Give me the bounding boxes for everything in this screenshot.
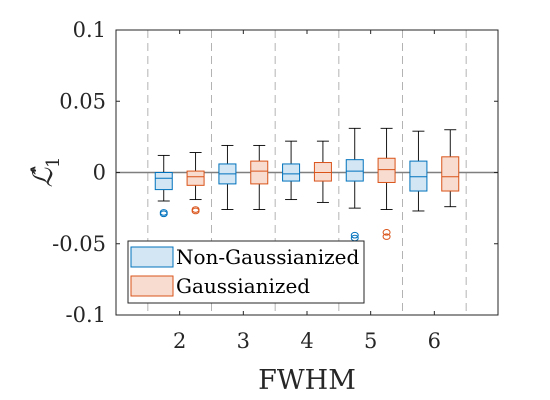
- y-tick-label: 0.1: [73, 18, 106, 42]
- iqr-box: [441, 156, 460, 192]
- svg-text:ℒ̂1: ℒ̂1: [28, 157, 64, 188]
- y-tick-label: 0.05: [59, 89, 106, 113]
- box-non-gaussianized-fwhm-2: [154, 154, 173, 218]
- legend-swatch-non-gaussianized: [130, 246, 174, 268]
- iqr-box: [409, 160, 428, 192]
- y-tick-label: -0.1: [66, 303, 107, 327]
- x-axis-title: FWHM: [258, 365, 356, 396]
- outlier-point: [382, 233, 391, 240]
- x-tick-label: 5: [364, 329, 377, 353]
- x-tick-label: 2: [173, 329, 186, 353]
- outlier-point: [382, 229, 391, 236]
- box-series-group: [154, 127, 460, 242]
- legend: Non-Gaussianized Gaussianized: [127, 240, 365, 304]
- iqr-box: [154, 172, 173, 191]
- x-tick-label: 4: [300, 329, 313, 353]
- iqr-box: [313, 162, 332, 182]
- legend-label-non-gaussianized: Non-Gaussianized: [176, 245, 359, 269]
- legend-label-gaussianized: Gaussianized: [176, 274, 310, 298]
- box-non-gaussianized-fwhm-4: [282, 140, 301, 201]
- box-gaussianized-fwhm-6: [441, 129, 460, 208]
- y-axis-title-subscript: 1: [43, 157, 64, 168]
- x-tick-label: 6: [428, 329, 441, 353]
- iqr-box: [186, 170, 205, 186]
- legend-swatch-gaussianized: [130, 275, 174, 297]
- y-tick-label: 0: [93, 161, 106, 185]
- box-gaussianized-fwhm-3: [250, 144, 269, 211]
- y-axis-ticks: -0.1 -0.05 0 0.05 0.1: [52, 18, 498, 327]
- x-tick-label: 3: [237, 329, 250, 353]
- iqr-box: [282, 163, 301, 182]
- outlier-point: [350, 231, 359, 239]
- y-tick-label: -0.05: [52, 232, 106, 256]
- y-axis-title: ℒ̂1: [28, 157, 64, 188]
- box-non-gaussianized-fwhm-6: [409, 130, 428, 212]
- iqr-box: [250, 160, 269, 185]
- outlier-point: [191, 207, 200, 215]
- box-gaussianized-fwhm-2: [186, 152, 205, 215]
- box-non-gaussianized-fwhm-5: [345, 127, 364, 242]
- box-gaussianized-fwhm-5: [377, 127, 396, 240]
- iqr-box: [345, 159, 364, 182]
- outlier-point: [159, 210, 168, 218]
- y-axis-title-main: ℒ̂: [28, 166, 59, 187]
- iqr-box: [377, 157, 396, 183]
- box-gaussianized-fwhm-4: [313, 140, 332, 203]
- x-axis-ticks: 2 3 4 5 6: [173, 30, 441, 353]
- box-non-gaussianized-fwhm-3: [218, 144, 237, 211]
